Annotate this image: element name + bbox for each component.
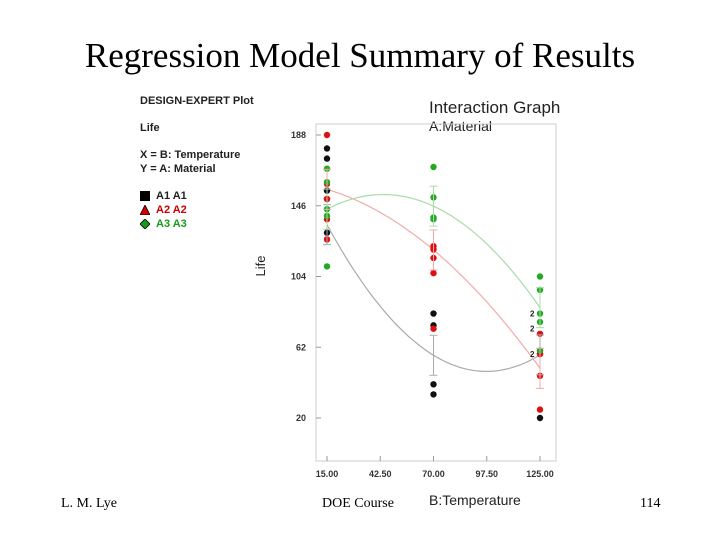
legend-y-definition: Y = A: Material xyxy=(140,163,216,175)
data-point-a1 xyxy=(430,391,437,398)
x-tick-label: 15.00 xyxy=(316,469,339,479)
y-tick-label: 20 xyxy=(296,413,306,423)
data-point-a2 xyxy=(536,330,544,337)
legend-x-definition: X = B: Temperature xyxy=(140,149,241,161)
error-bars xyxy=(323,168,544,389)
data-point-a3 xyxy=(323,263,331,270)
plot-area xyxy=(315,123,557,462)
legend-entry-a2: A2 A2 xyxy=(140,203,254,217)
chart-title: Interaction Graph xyxy=(429,98,560,117)
y-tick-label: 62 xyxy=(296,342,306,352)
page-number: 114 xyxy=(640,496,661,511)
legend-response: Life xyxy=(140,122,160,134)
data-point-a3 xyxy=(536,273,544,280)
legend-entry-a3: A3 A3 xyxy=(140,217,254,231)
interaction-graph: Interaction Graph A:Material Life B:Temp… xyxy=(253,98,560,508)
y-tick-label: 146 xyxy=(291,201,306,211)
data-point-a1 xyxy=(430,310,437,317)
y-tick-label: 188 xyxy=(291,130,306,140)
data-point-a1 xyxy=(323,145,331,152)
overlap-count-label: 2 xyxy=(530,325,535,334)
overlap-count-label: 2 xyxy=(530,350,535,359)
slide-title: Regression Model Summary of Results xyxy=(84,36,636,75)
square-marker-icon xyxy=(140,191,150,201)
legend-heading: DESIGN-EXPERT Plot xyxy=(140,95,254,107)
x-axis-label: B:Temperature xyxy=(429,492,521,508)
data-point-a2 xyxy=(430,325,437,332)
axis-ticks: 20 62 104 146 188 15.00 42.50 70.00 97.50 125.00 xyxy=(291,130,554,479)
x-tick-label: 97.50 xyxy=(475,469,498,479)
legend-label-a2: A2 A2 xyxy=(156,204,187,216)
x-tick-label: 42.50 xyxy=(369,469,392,479)
data-point-a3 xyxy=(430,163,437,171)
legend-label-a1: A1 A1 xyxy=(156,190,187,202)
data-point-a1 xyxy=(430,381,437,388)
triangle-marker-icon xyxy=(140,205,150,215)
footer-author: L. M. Lye xyxy=(61,496,117,511)
diamond-marker-icon xyxy=(140,219,150,229)
legend-label-a3: A3 A3 xyxy=(156,218,187,230)
data-point-a2 xyxy=(536,406,544,413)
footer-course: DOE Course xyxy=(322,496,394,511)
overlap-markers: 2 2 2 xyxy=(530,310,535,359)
y-tick-label: 104 xyxy=(291,272,306,282)
legend-entry-a1: A1 A1 xyxy=(140,189,254,203)
data-point-a2 xyxy=(323,131,331,139)
data-point-a2 xyxy=(430,269,437,277)
x-tick-label: 125.00 xyxy=(526,469,554,479)
overlap-count-label: 2 xyxy=(530,310,535,319)
x-tick-label: 70.00 xyxy=(422,469,445,479)
data-points xyxy=(323,131,544,422)
y-axis-label: Life xyxy=(253,256,268,277)
chart-subtitle: A:Material xyxy=(429,118,492,134)
data-point-a1 xyxy=(536,414,544,422)
data-point-a3 xyxy=(323,165,331,172)
data-point-a1 xyxy=(323,155,331,162)
design-expert-legend: DESIGN-EXPERT Plot Life X = B: Temperatu… xyxy=(140,94,254,231)
